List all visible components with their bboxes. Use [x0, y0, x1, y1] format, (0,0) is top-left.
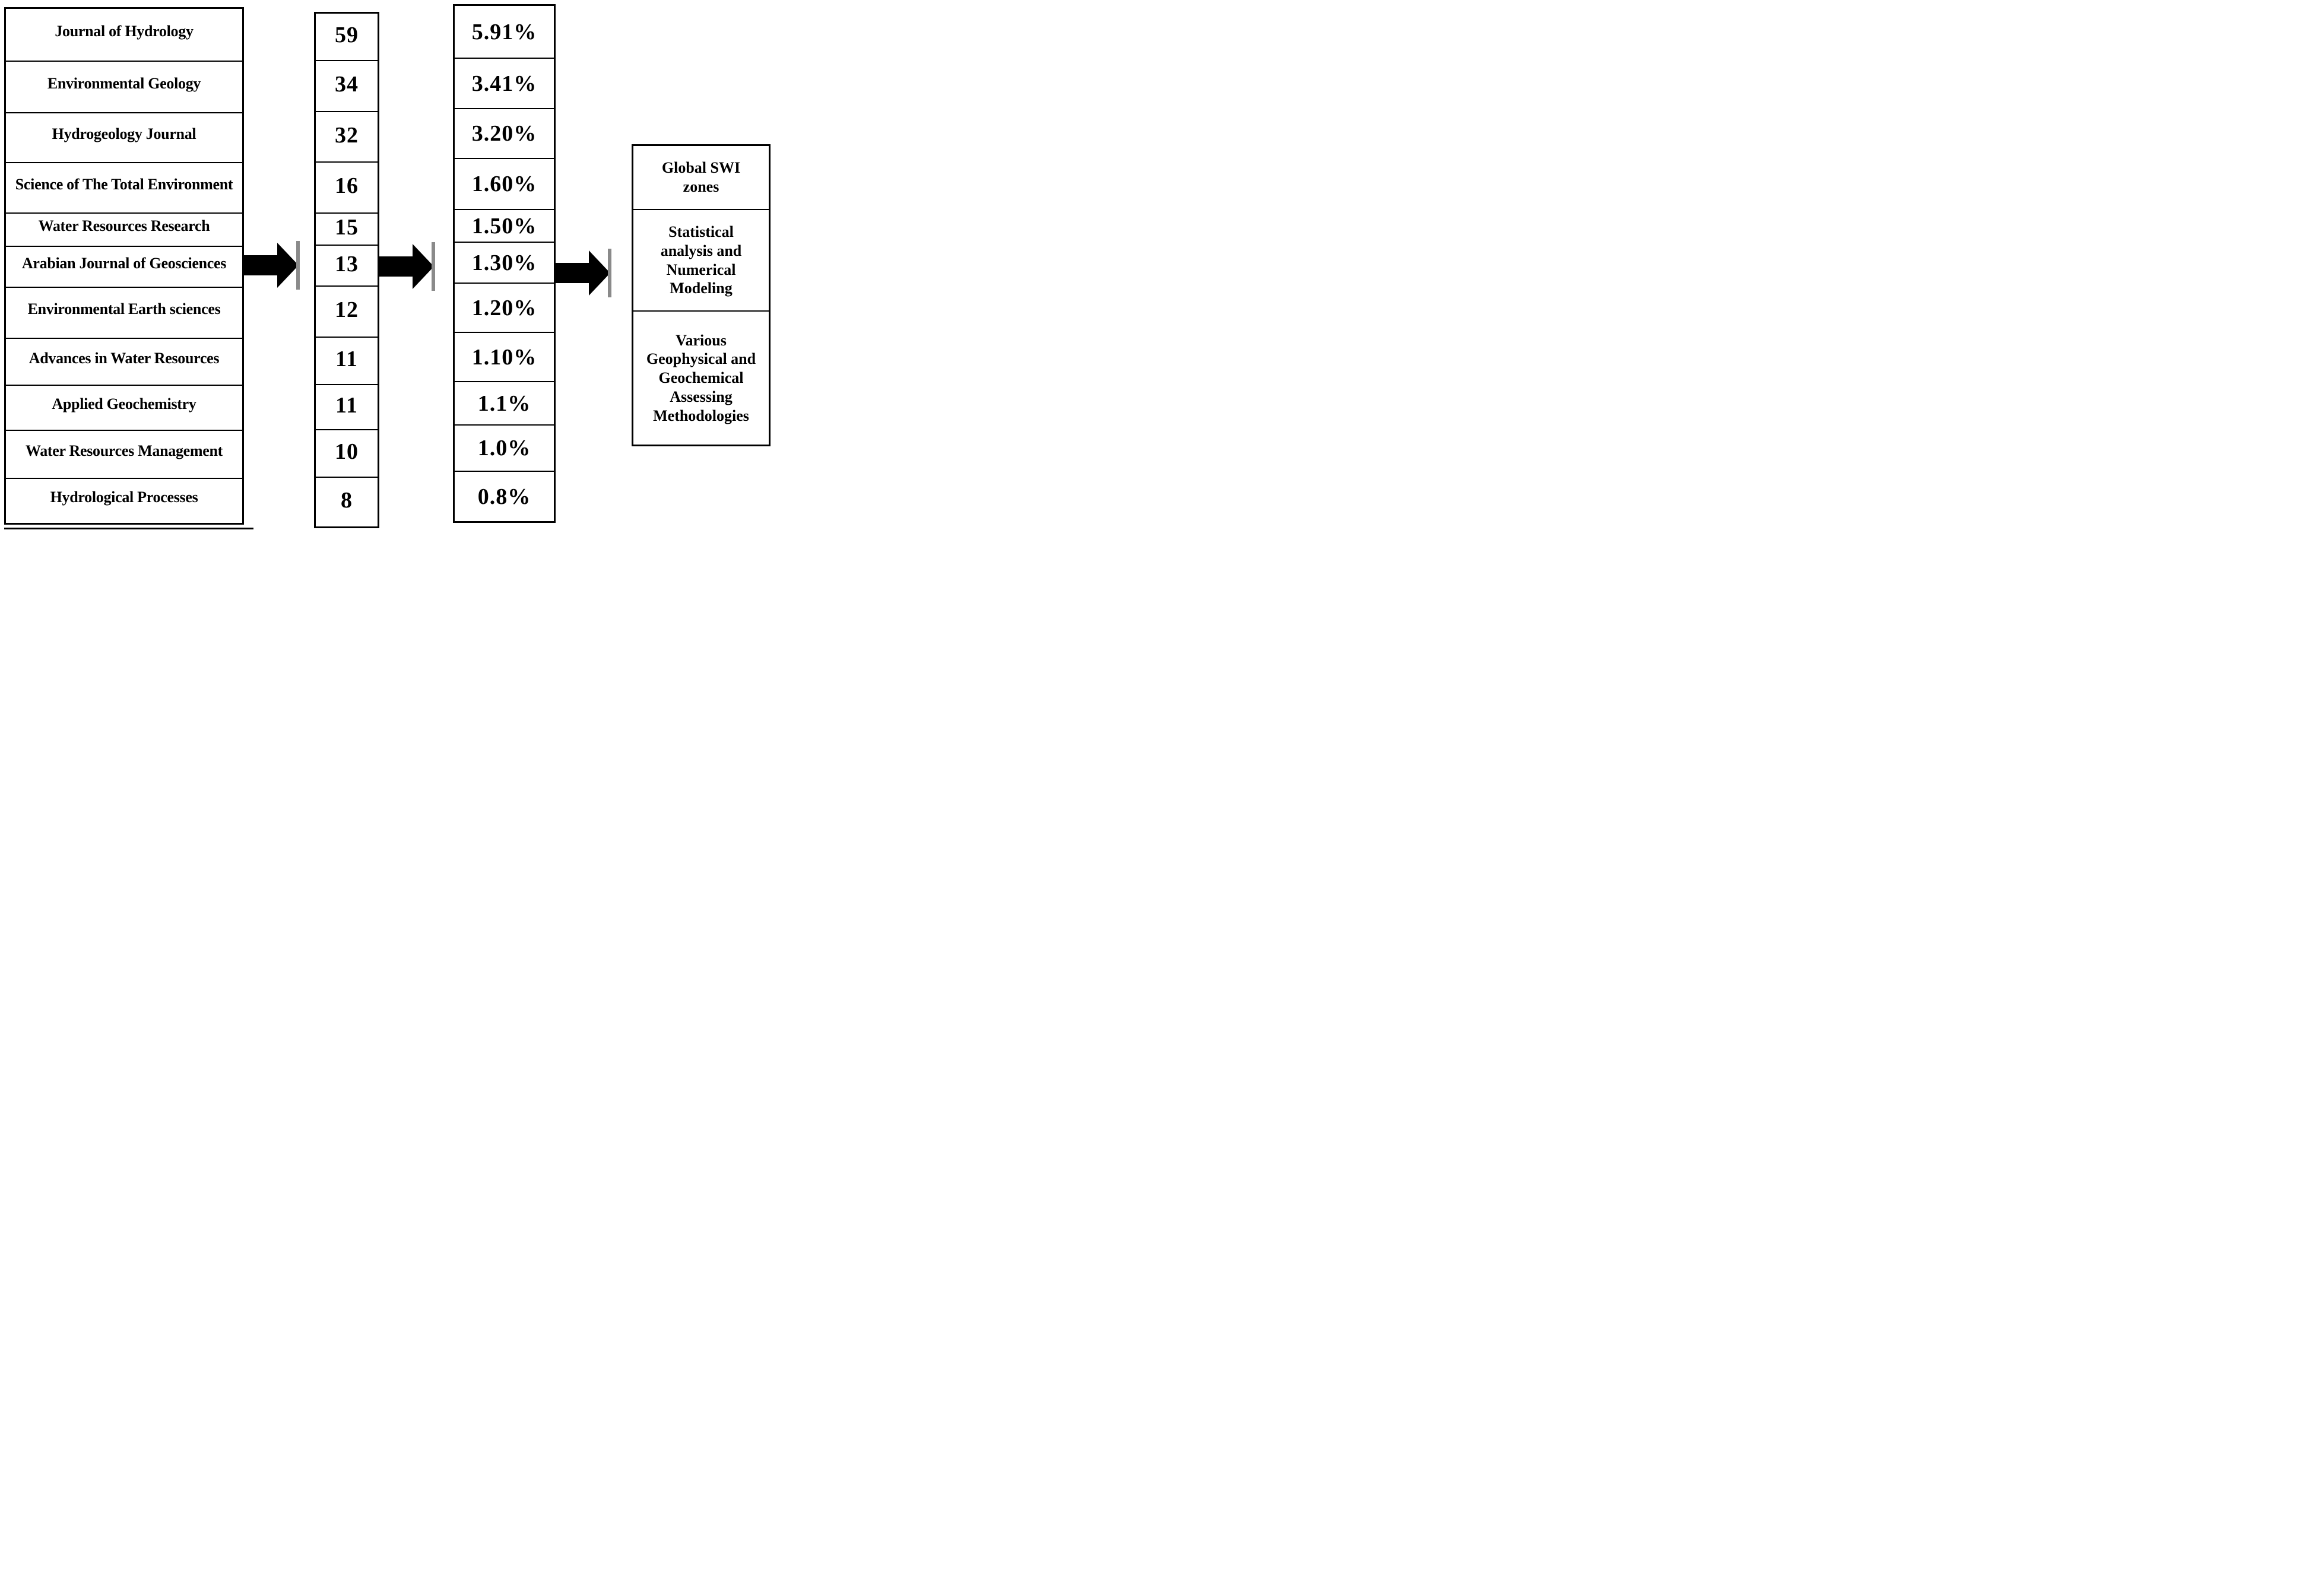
count-cell: 34	[316, 61, 378, 112]
arrow-head-icon	[413, 244, 434, 289]
outcome-cell-statistical-numerical: Statistical analysis and Numerical Model…	[633, 210, 769, 312]
arrow-shaft	[556, 263, 590, 283]
journal-name: Science of The Total Environment	[15, 175, 233, 193]
journal-name: Environmental Geology	[47, 74, 201, 92]
count-cell: 59	[316, 14, 378, 61]
flow-arrow-3	[556, 243, 613, 303]
count-cell: 11	[316, 385, 378, 430]
count-value: 59	[335, 23, 359, 47]
count-cell: 10	[316, 430, 378, 478]
percent-cell: 5.91%	[455, 6, 554, 59]
count-value: 32	[335, 122, 359, 148]
count-value: 11	[335, 393, 358, 418]
count-value: 34	[335, 72, 359, 97]
count-cell: 16	[316, 163, 378, 214]
figure-canvas: Journal of Hydrology Environmental Geolo…	[0, 0, 775, 530]
percent-value: 1.0%	[477, 436, 531, 461]
journal-cell: Water Resources Research	[6, 214, 242, 247]
count-cell: 12	[316, 287, 378, 338]
journal-name: Water Resources Research	[38, 217, 210, 234]
count-cell: 8	[316, 478, 378, 526]
percent-value: 1.1%	[477, 391, 531, 416]
bottom-rule	[4, 528, 253, 529]
journal-cell: Environmental Geology	[6, 62, 242, 113]
count-cell: 11	[316, 338, 378, 385]
percent-cell: 1.0%	[455, 426, 554, 472]
journal-name: Advances in Water Resources	[28, 349, 220, 367]
journal-cell: Applied Geochemistry	[6, 386, 242, 431]
arrow-tip-bar	[432, 242, 435, 291]
journal-cell: Hydrogeology Journal	[6, 113, 242, 163]
journal-cell: Journal of Hydrology	[6, 9, 242, 62]
count-value: 11	[335, 347, 358, 372]
flow-arrow-2	[379, 237, 436, 296]
percent-cell: 0.8%	[455, 472, 554, 521]
percent-cell: 1.10%	[455, 333, 554, 382]
journal-cell: Environmental Earth sciences	[6, 288, 242, 339]
percent-value: 1.10%	[471, 344, 537, 370]
count-value: 16	[335, 173, 359, 198]
journal-cell: Water Resources Management	[6, 431, 242, 479]
journal-cell: Science of The Total Environment	[6, 163, 242, 214]
arrow-tip-bar	[608, 249, 611, 297]
journal-name: Applied Geochemistry	[52, 395, 196, 412]
journal-column: Journal of Hydrology Environmental Geolo…	[4, 7, 244, 525]
count-value: 13	[335, 251, 359, 277]
count-column: 59 34 32 16 15 13 12 11 11 10 8	[314, 12, 379, 528]
journal-name: Journal of Hydrology	[55, 22, 194, 40]
journal-cell: Hydrological Processes	[6, 479, 242, 523]
percent-cell: 1.50%	[455, 210, 554, 243]
journal-cell: Advances in Water Resources	[6, 339, 242, 386]
percent-value: 1.50%	[471, 213, 537, 239]
journal-name: Arabian Journal of Geosciences	[21, 254, 227, 272]
arrow-shaft	[244, 255, 278, 275]
journal-cell: Arabian Journal of Geosciences	[6, 247, 242, 288]
arrow-head-icon	[589, 250, 610, 296]
percent-value: 0.8%	[477, 484, 531, 509]
count-value: 10	[335, 439, 359, 464]
percent-cell: 3.20%	[455, 109, 554, 159]
count-value: 8	[341, 488, 353, 513]
percent-value: 1.20%	[471, 295, 537, 320]
percent-cell: 3.41%	[455, 59, 554, 109]
percent-value: 3.20%	[471, 121, 537, 146]
percent-value: 5.91%	[471, 19, 537, 45]
journal-name: Environmental Earth sciences	[27, 300, 221, 318]
percent-cell: 1.20%	[455, 284, 554, 333]
outcome-cell-geophysical-geochemical: Various Geophysical and Geochemical Asse…	[646, 331, 756, 424]
journal-name: Hydrogeology Journal	[52, 125, 196, 142]
count-value: 15	[335, 215, 359, 240]
count-value: 12	[335, 297, 359, 322]
arrow-tip-bar	[296, 241, 300, 290]
arrow-shaft	[379, 256, 414, 277]
percent-cell: 1.60%	[455, 159, 554, 210]
count-cell: 15	[316, 214, 378, 246]
flow-arrow-1	[244, 236, 301, 295]
count-cell: 13	[316, 246, 378, 287]
outcome-cell-global-swi-zones: Global SWI zones	[633, 146, 769, 210]
percent-value: 3.41%	[471, 71, 537, 96]
journal-name: Water Resources Management	[25, 442, 223, 459]
percent-cell: 1.30%	[455, 243, 554, 284]
percent-value: 1.30%	[471, 250, 537, 275]
count-cell: 32	[316, 112, 378, 163]
outcome-box: Global SWI zones Statistical analysis an…	[632, 144, 771, 446]
percent-column: 5.91% 3.41% 3.20% 1.60% 1.50% 1.30% 1.20…	[453, 4, 556, 523]
arrow-head-icon	[277, 243, 299, 288]
percent-cell: 1.1%	[455, 382, 554, 426]
journal-name: Hydrological Processes	[50, 488, 198, 506]
percent-value: 1.60%	[471, 172, 537, 196]
